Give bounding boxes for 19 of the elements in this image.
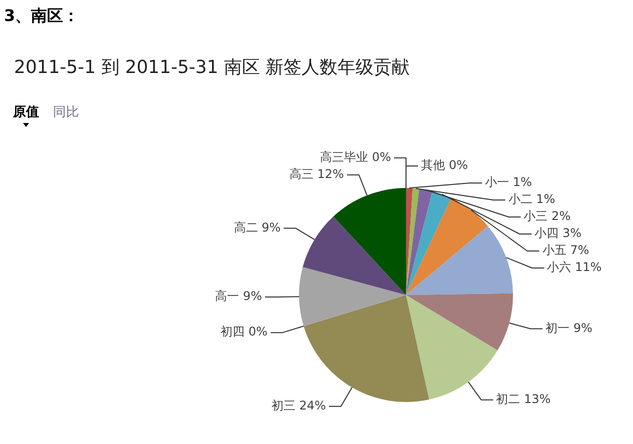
slice-label: 小四 3%	[534, 226, 582, 240]
text: 3、南区：	[4, 6, 80, 27]
slice-label: 初二 13%	[496, 392, 551, 406]
slice-label: 小一 1%	[485, 175, 532, 190]
legend-label: 初四 0%	[220, 324, 268, 339]
slice-label: 小二 1%	[508, 192, 556, 206]
slice-label: 初一 9%	[546, 320, 592, 335]
slice-label: 高一 9%	[215, 289, 262, 304]
category-label: 高三毕业 0%	[320, 150, 391, 164]
chart-subtitle: 2011-5-1 到 2011-5-31 南区 新签人数年级贡献	[14, 56, 410, 79]
slice-label: 小三 2%	[524, 209, 571, 224]
category-label: 其他 0%	[421, 158, 468, 172]
slice-label: 小五 7%	[542, 243, 590, 258]
slice-label: 初三 24%	[271, 398, 326, 413]
text: 同比	[53, 105, 79, 120]
text: 原值	[13, 105, 39, 120]
slice-label: 小六 11%	[547, 260, 602, 274]
slice-label: 高三 12%	[289, 167, 344, 182]
slice-label: 高二 9%	[234, 220, 281, 234]
